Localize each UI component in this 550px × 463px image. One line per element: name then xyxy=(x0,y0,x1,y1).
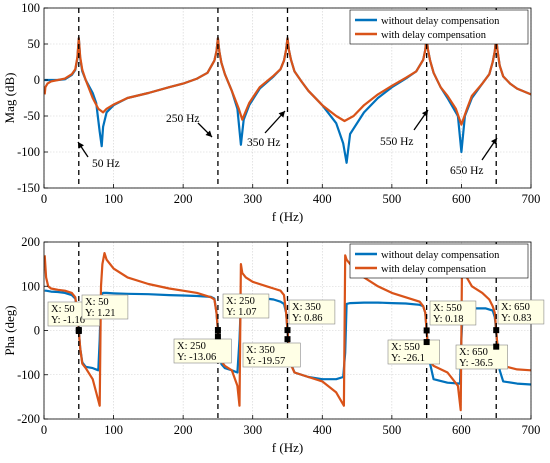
x-tick-label: 700 xyxy=(522,192,541,206)
datatip-y-label: Y: -19.57 xyxy=(246,356,285,367)
annotation-label: 350 Hz xyxy=(247,137,281,149)
x-tick-label: 200 xyxy=(174,192,193,206)
x-tick-label: 600 xyxy=(452,192,471,206)
y-axis-label: Mag (dB) xyxy=(2,73,17,124)
x-tick-label: 100 xyxy=(104,423,123,437)
legend-box xyxy=(349,243,529,279)
datatip-marker xyxy=(284,336,291,343)
x-axis-label: f (Hz) xyxy=(272,209,303,224)
datatip-box xyxy=(81,294,129,320)
datatip-marker xyxy=(493,327,500,334)
magnitude-panel: 0 100 200 300 400 500 600 700 -150 -100 -50 0 50 100 f… xyxy=(2,1,540,224)
datatip-x-label: X: 650 xyxy=(501,302,530,313)
datatip-y-label: Y: -36.5 xyxy=(459,358,493,369)
x-tick-label: 500 xyxy=(382,423,401,437)
annotation-label: 550 Hz xyxy=(380,136,414,148)
series-with-line xyxy=(44,252,531,412)
x-tick-label: 0 xyxy=(41,192,47,206)
datatip-x-label: X: 650 xyxy=(459,347,488,358)
y-tick-label: 0 xyxy=(34,73,40,87)
x-tick-label: 500 xyxy=(382,192,401,206)
datatip-marker xyxy=(423,327,430,334)
legend: without delay compensation with delay com… xyxy=(349,243,529,279)
datatip-marker xyxy=(284,327,291,334)
datatip-y-label: Y: -26.1 xyxy=(391,353,425,364)
annotation-label: 650 Hz xyxy=(450,165,484,177)
x-tick-label: 0 xyxy=(41,423,47,437)
datatip-box xyxy=(387,339,440,365)
datatip-box xyxy=(497,299,545,325)
x-tick-label: 300 xyxy=(243,423,262,437)
y-tick-label: -50 xyxy=(23,109,40,123)
datatip-marker xyxy=(214,327,221,334)
datatip-marker xyxy=(493,343,500,350)
datatip-x-label: X: 350 xyxy=(246,345,275,356)
datatip-y-label: Y: 1.07 xyxy=(226,307,257,318)
annotation-arrowhead xyxy=(205,130,212,137)
plot-area xyxy=(44,252,531,412)
datatip-x-label: X: 250 xyxy=(177,341,206,352)
annotation-arrowhead xyxy=(490,138,497,145)
series-without-line xyxy=(44,289,531,386)
plot-area xyxy=(44,37,531,164)
datatip-y-label: Y: 1.21 xyxy=(85,308,116,319)
x-tick-label: 200 xyxy=(174,423,193,437)
datatip-x-label: X: 50 xyxy=(85,297,109,308)
datatip-marker xyxy=(214,333,221,340)
datatip-box xyxy=(242,342,301,368)
datatip-x-label: X: 550 xyxy=(391,342,420,353)
x-tick-label: 300 xyxy=(243,192,262,206)
annotation-label: 250 Hz xyxy=(166,113,200,125)
datatip-y-label: Y: -13.06 xyxy=(177,352,216,363)
annotation-arrowhead xyxy=(78,142,84,149)
legend-box xyxy=(349,9,529,45)
x-axis-label: f (Hz) xyxy=(272,440,303,455)
y-tick-label: 100 xyxy=(21,1,40,15)
datatip-x-label: X: 250 xyxy=(226,296,255,307)
series-with-line xyxy=(44,37,531,126)
datatip-y-label: Y: 0.18 xyxy=(433,314,464,325)
axes-frame xyxy=(43,7,532,189)
datatip-x-label: X: 50 xyxy=(51,304,75,315)
y-tick-label: 200 xyxy=(21,235,40,249)
y-tick-label: 50 xyxy=(28,37,41,51)
annotation-arrowhead xyxy=(278,111,285,118)
annotation-arrowhead xyxy=(421,110,428,117)
legend-entry: without delay compensation xyxy=(381,250,500,261)
annotation-label: 50 Hz xyxy=(92,158,120,170)
datatip-marker xyxy=(423,339,430,346)
legend-entry: without delay compensation xyxy=(381,16,500,27)
y-tick-label: -100 xyxy=(17,368,40,382)
x-tick-label: 400 xyxy=(313,192,332,206)
y-tick-label: -150 xyxy=(17,181,40,195)
legend-entry: with delay compensation xyxy=(381,264,487,275)
y-tick-label: -100 xyxy=(17,145,40,159)
x-tick-label: 700 xyxy=(522,423,541,437)
datatip-marker xyxy=(75,326,82,333)
legend-entry: with delay compensation xyxy=(381,30,487,41)
datatip-y-label: Y: 0.83 xyxy=(501,313,532,324)
datatip-box xyxy=(222,293,270,319)
y-tick-label: -200 xyxy=(17,412,40,426)
datatip-y-label: Y: 0.86 xyxy=(292,313,323,324)
x-tick-label: 600 xyxy=(452,423,471,437)
datatip-box xyxy=(173,338,232,364)
y-axis-label: Pha (deg) xyxy=(2,305,17,355)
legend: without delay compensation with delay com… xyxy=(349,9,529,45)
x-tick-label: 100 xyxy=(104,192,123,206)
x-tick-label: 400 xyxy=(313,423,332,437)
datatip-box xyxy=(429,300,477,326)
datatip-y-label: Y: -1.16 xyxy=(51,315,85,326)
phase-panel: 0 100 200 300 400 500 600 700 -200 -100 0 100 200 f (… xyxy=(2,235,545,455)
y-tick-label: 100 xyxy=(21,279,40,293)
datatip-x-label: X: 550 xyxy=(433,303,462,314)
y-tick-label: 0 xyxy=(34,324,40,338)
datatip-x-label: X: 350 xyxy=(292,302,321,313)
datatip-box xyxy=(288,299,336,325)
